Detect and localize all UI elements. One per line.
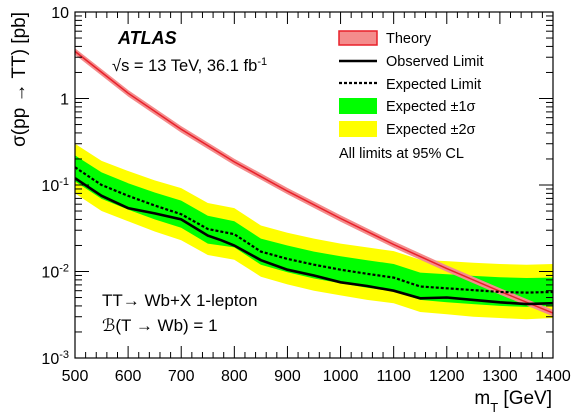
x-tick-label: 600 xyxy=(115,368,142,385)
legend-observed-label: Observed Limit xyxy=(386,54,484,70)
energy-luminosity-label: √s = 13 TeV, 36.1 fb-1 xyxy=(112,56,267,75)
expected-limit-line xyxy=(75,166,553,294)
experiment-label: ATLAS xyxy=(117,28,177,48)
legend-theory-swatch xyxy=(338,30,378,46)
legend-2sigma-swatch xyxy=(339,121,377,137)
legend-1sigma-label: Expected ±1σ xyxy=(386,99,476,115)
x-tick-label: 500 xyxy=(62,368,89,385)
y-tick-label: 10-1 xyxy=(41,176,69,195)
cl-note: All limits at 95% CL xyxy=(339,146,464,162)
x-tick-label: 1400 xyxy=(535,368,571,385)
x-tick-label: 1300 xyxy=(482,368,518,385)
theory-line xyxy=(75,50,553,314)
y-axis-title: σ(pp → TT) [pb] xyxy=(9,12,30,147)
legend: Theory Observed Limit Expected Limit Exp… xyxy=(338,30,484,162)
y-tick-label: 10-2 xyxy=(41,263,69,282)
branching-ratio-label: ℬ(T → Wb) = 1 xyxy=(102,316,218,335)
x-tick-label: 1100 xyxy=(376,368,411,385)
y-tick-label: 10-3 xyxy=(41,349,69,368)
legend-2sigma-label: Expected ±2σ xyxy=(386,122,476,138)
x-tick-label: 1000 xyxy=(323,368,359,385)
x-tick-label: 800 xyxy=(221,368,248,385)
legend-1sigma-swatch xyxy=(339,98,377,114)
y-tick-label: 10 xyxy=(51,5,69,22)
y-tick-label: 1 xyxy=(60,92,69,109)
process-label: TT→ Wb+X 1-lepton xyxy=(102,291,257,310)
x-tick-label: 700 xyxy=(168,368,195,385)
legend-expected-label: Expected Limit xyxy=(386,77,481,93)
observed-limit-line xyxy=(75,177,553,306)
y-axis-ticks: 10-3 10-2 10-1 1 10 xyxy=(41,5,553,368)
x-tick-label: 1200 xyxy=(429,368,465,385)
x-tick-label: 900 xyxy=(274,368,301,385)
legend-theory-label: Theory xyxy=(386,31,432,47)
x-axis-ticks: 500 600 700 800 900 1000 1100 1200 1300 1400 xyxy=(62,12,571,385)
x-axis-title: mT [GeV] xyxy=(474,388,552,415)
